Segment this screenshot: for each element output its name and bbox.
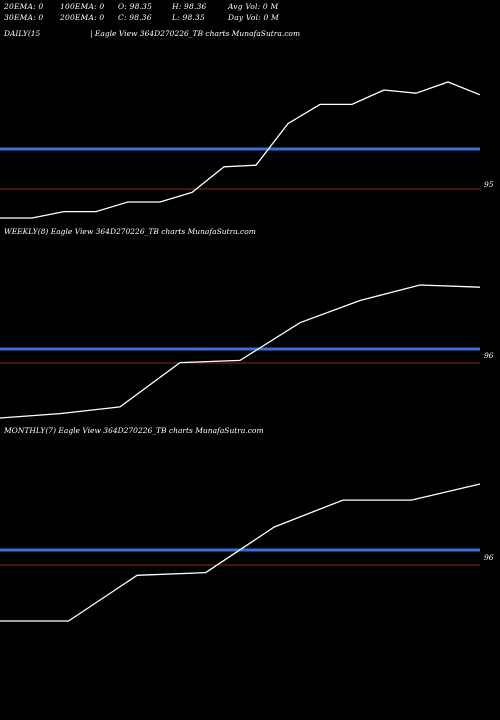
ema200-label: 200EMA: 0 (60, 13, 105, 22)
ema20-label: 20EMA: 0 (4, 2, 44, 11)
ema100-label: 100EMA: 0 (60, 2, 105, 11)
daily-chart: 95 (0, 81, 494, 219)
daily-price-line (0, 81, 481, 219)
ema30-label: 30EMA: 0 (4, 13, 44, 22)
weekly-price-line (0, 284, 481, 419)
weekly-source-label: Eagle View 364D270226_TB charts MunafaSu… (50, 227, 256, 236)
monthly-source-label: Eagle View 364D270226_TB charts MunafaSu… (58, 426, 264, 435)
high-price-label: H: 98.36 (172, 2, 207, 11)
monthly-panel-title: MONTHLY(7) Eagle View 364D270226_TB char… (4, 426, 264, 435)
monthly-chart: 96 (0, 483, 494, 622)
avg-volume-label: Avg Vol: 0 M (228, 2, 279, 11)
weekly-period-label: WEEKLY(8) (4, 227, 49, 236)
monthly-period-label: MONTHLY(7) (4, 426, 57, 435)
weekly-chart: 96 (0, 284, 494, 419)
monthly-ref-label: 96 (484, 553, 494, 562)
monthly-price-line (0, 483, 481, 622)
weekly-panel-title: WEEKLY(8) Eagle View 364D270226_TB chart… (4, 227, 256, 236)
close-price-label: C: 98.36 (118, 13, 152, 22)
daily-source-label: | Eagle View 364D270226_TB charts Munafa… (90, 29, 301, 38)
daily-period-label: DAILY(15 (4, 29, 41, 38)
daily-ref-label: 95 (484, 180, 494, 189)
low-price-label: L: 98.35 (172, 13, 205, 22)
weekly-ref-label: 96 (484, 351, 494, 360)
open-price-label: O: 98.35 (118, 2, 153, 11)
daily-panel-title: DAILY(15 | Eagle View 364D270226_TB chart… (4, 29, 300, 38)
day-volume-label: Day Vol: 0 M (228, 13, 279, 22)
